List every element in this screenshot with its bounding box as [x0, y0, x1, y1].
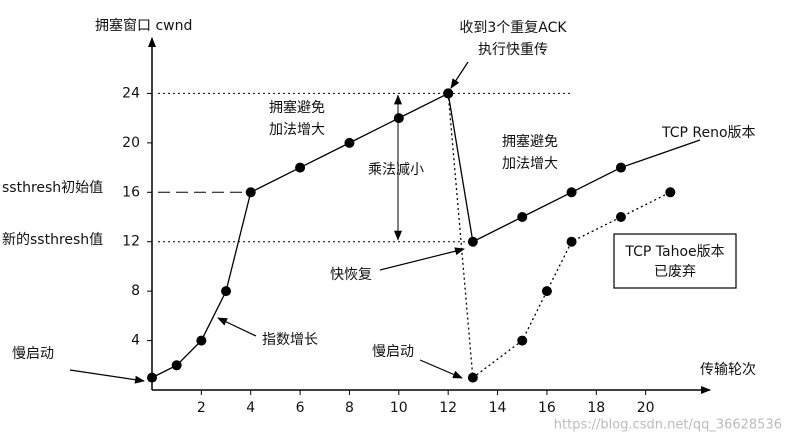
- x-tick-label: 2: [197, 400, 206, 416]
- data-point: [566, 187, 577, 198]
- x-tick-label: 16: [538, 400, 556, 416]
- annotation-arrow: [69, 369, 145, 384]
- annotation: 乘法减小: [368, 162, 424, 178]
- x-tick-label: 18: [587, 400, 605, 416]
- x-tick-label: 14: [489, 400, 507, 416]
- annotation: 收到3个重复ACK: [459, 19, 567, 36]
- x-tick-label: 20: [637, 400, 655, 416]
- annotation: 执行快重传: [478, 42, 548, 58]
- data-point: [245, 187, 256, 198]
- annotation: 加法增大: [269, 122, 325, 138]
- x-tick-label: 6: [296, 400, 305, 416]
- series-label: TCP Tahoe版本: [624, 244, 724, 260]
- data-point: [615, 212, 626, 222]
- data-point: [665, 187, 676, 198]
- annotation-arrow: [379, 247, 465, 271]
- data-point: [196, 335, 207, 346]
- series-extension: [620, 139, 701, 169]
- data-point: [171, 360, 182, 371]
- data-point: [344, 137, 355, 148]
- data-point: [295, 162, 306, 173]
- annotation: 加法增大: [502, 156, 558, 172]
- x-tick-label: 8: [345, 400, 354, 416]
- data-point: [541, 286, 552, 297]
- annotation: 慢启动: [12, 345, 54, 362]
- y-tick-label: 12: [122, 234, 140, 250]
- annotation: 拥塞避免: [269, 99, 325, 116]
- data-point: [517, 335, 528, 346]
- annotation-arrow: [419, 359, 463, 379]
- annotation: 已废弃: [654, 264, 696, 280]
- watermark: https://blog.csdn.net/qq_36628536: [554, 418, 782, 433]
- data-point: [566, 236, 577, 247]
- series-label: TCP Reno版本: [661, 125, 756, 141]
- x-axis-label: 传输轮次: [700, 362, 756, 378]
- y-tick-label: 4: [131, 333, 140, 349]
- annotation: 快恢复: [330, 266, 372, 283]
- y-axis-label: 拥塞窗口 cwnd: [95, 17, 192, 34]
- annotation: 指数增长: [262, 332, 318, 348]
- data-point: [467, 372, 478, 383]
- y-tick-label: 16: [122, 184, 140, 200]
- y-tick-label: 8: [131, 283, 140, 299]
- annotation: ssthresh初始值: [2, 179, 103, 196]
- annotation: 新的ssthresh值: [2, 232, 103, 248]
- annotation-arrow: [450, 61, 469, 89]
- data-point: [393, 113, 404, 124]
- x-tick-label: 10: [390, 400, 408, 416]
- y-tick-label: 24: [122, 85, 140, 101]
- annotation-arrow: [217, 317, 257, 337]
- y-tick-label: 20: [122, 135, 140, 151]
- data-point: [221, 286, 232, 297]
- data-point: [467, 236, 478, 247]
- data-point: [147, 372, 157, 383]
- x-tick-label: 4: [246, 400, 255, 416]
- data-point: [517, 212, 528, 222]
- x-tick-label: 12: [439, 400, 457, 416]
- series-line: [447, 93, 671, 379]
- legend-box: [613, 233, 737, 289]
- annotation: 拥塞避免: [502, 133, 558, 150]
- annotation: 慢启动: [372, 343, 414, 360]
- data-point: [443, 88, 454, 99]
